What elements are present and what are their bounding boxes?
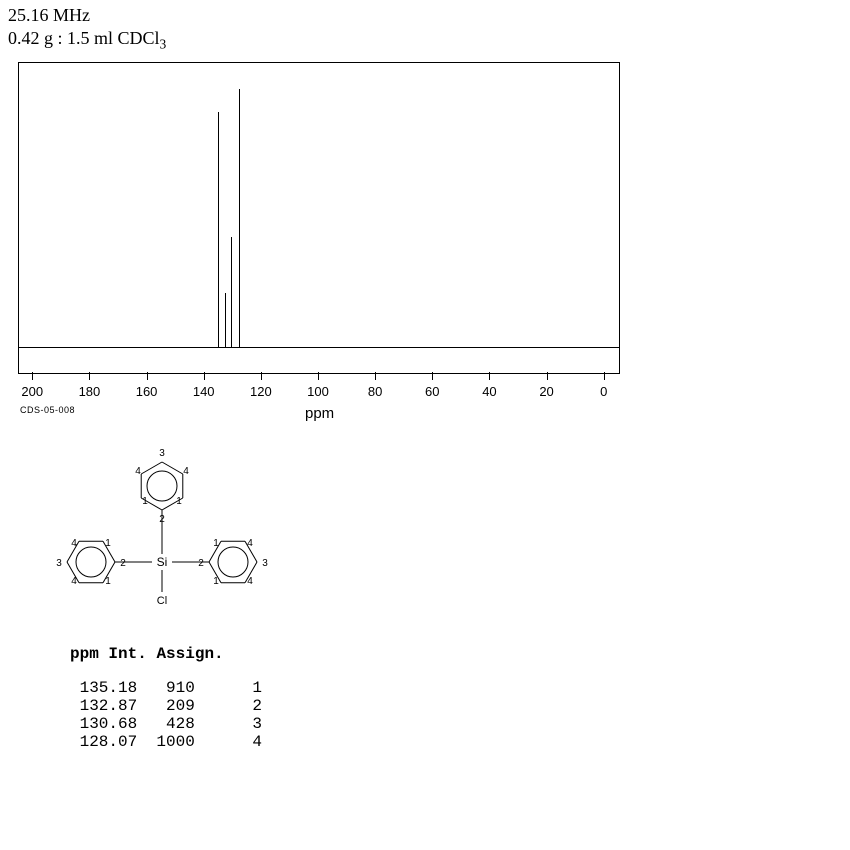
col-assign-label: Assign. bbox=[156, 645, 223, 663]
x-tick-label: 120 bbox=[250, 384, 272, 399]
svg-text:3: 3 bbox=[262, 558, 268, 569]
col-int-label: Int. bbox=[108, 645, 146, 663]
spectrum-peak bbox=[231, 237, 232, 347]
spectrum-peak bbox=[239, 89, 240, 347]
x-tick-label: 140 bbox=[193, 384, 215, 399]
table-body: 135.18 910 1 132.87 209 2 130.68 428 3 1… bbox=[70, 679, 262, 751]
spectrum-peak bbox=[225, 293, 226, 347]
svg-text:2: 2 bbox=[120, 558, 126, 569]
svg-text:1: 1 bbox=[176, 496, 182, 507]
svg-text:4: 4 bbox=[247, 538, 253, 549]
svg-text:1: 1 bbox=[105, 576, 111, 587]
x-tick-label: 0 bbox=[600, 384, 607, 399]
nmr-spectrum: 200180160140120100806040200 bbox=[18, 62, 626, 402]
svg-text:Si: Si bbox=[157, 555, 168, 569]
svg-text:3: 3 bbox=[56, 558, 62, 569]
col-ppm-label: ppm bbox=[70, 645, 99, 663]
molecular-structure: 114432114432114432SiCl bbox=[30, 440, 290, 620]
x-tick-label: 20 bbox=[539, 384, 553, 399]
svg-text:1: 1 bbox=[213, 576, 219, 587]
x-tick bbox=[489, 372, 490, 380]
x-tick bbox=[375, 372, 376, 380]
x-tick bbox=[89, 372, 90, 380]
x-tick bbox=[204, 372, 205, 380]
svg-text:4: 4 bbox=[71, 576, 77, 587]
spectrum-baseline bbox=[19, 347, 619, 348]
spectrum-plot-area bbox=[18, 62, 620, 374]
x-tick-label: 100 bbox=[307, 384, 329, 399]
spectrum-peak bbox=[218, 112, 219, 347]
header: 25.16 MHz 0.42 g : 1.5 ml CDCl3 bbox=[8, 4, 166, 54]
svg-text:2: 2 bbox=[198, 558, 204, 569]
x-tick bbox=[318, 372, 319, 380]
solvent-line: 0.42 g : 1.5 ml CDCl3 bbox=[8, 27, 166, 53]
svg-text:4: 4 bbox=[71, 538, 77, 549]
x-tick-label: 180 bbox=[79, 384, 101, 399]
svg-text:4: 4 bbox=[135, 466, 141, 477]
x-tick bbox=[432, 372, 433, 380]
frequency-line: 25.16 MHz bbox=[8, 4, 166, 27]
svg-text:4: 4 bbox=[247, 576, 253, 587]
solvent-subscript: 3 bbox=[160, 37, 167, 52]
svg-text:1: 1 bbox=[213, 538, 219, 549]
svg-text:Cl: Cl bbox=[157, 595, 167, 607]
table-header-row: ppm Int. Assign. bbox=[70, 645, 262, 663]
x-tick-label: 60 bbox=[425, 384, 439, 399]
x-tick-label: 160 bbox=[136, 384, 158, 399]
x-tick bbox=[547, 372, 548, 380]
solvent-prefix: 0.42 g : 1.5 ml CDCl bbox=[8, 28, 160, 48]
x-tick bbox=[604, 372, 605, 380]
spectrum-code: CDS-05-008 bbox=[20, 405, 75, 415]
x-axis-label: ppm bbox=[305, 405, 334, 422]
x-tick bbox=[261, 372, 262, 380]
x-tick-label: 200 bbox=[21, 384, 43, 399]
x-tick-label: 40 bbox=[482, 384, 496, 399]
peak-table: ppm Int. Assign. 135.18 910 1 132.87 209… bbox=[70, 645, 262, 751]
svg-text:4: 4 bbox=[183, 466, 189, 477]
svg-text:1: 1 bbox=[105, 538, 111, 549]
x-tick-label: 80 bbox=[368, 384, 382, 399]
svg-text:1: 1 bbox=[142, 496, 148, 507]
svg-text:3: 3 bbox=[159, 448, 165, 459]
x-tick bbox=[147, 372, 148, 380]
x-tick bbox=[32, 372, 33, 380]
